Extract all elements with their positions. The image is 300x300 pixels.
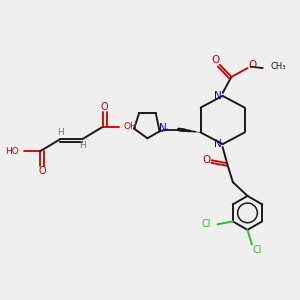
Text: H: H: [57, 128, 64, 137]
Text: CH₃: CH₃: [270, 62, 286, 71]
Text: N: N: [214, 139, 222, 149]
Text: O: O: [211, 55, 219, 65]
Text: N: N: [214, 91, 222, 101]
Text: O: O: [202, 155, 211, 165]
Text: N: N: [159, 123, 167, 133]
Text: Cl: Cl: [202, 219, 211, 229]
Text: O: O: [249, 60, 257, 70]
Text: OH: OH: [124, 122, 137, 131]
Text: O: O: [101, 102, 109, 112]
Text: O: O: [38, 167, 46, 176]
Text: H: H: [79, 141, 86, 150]
Text: HO: HO: [5, 147, 19, 156]
Text: Cl: Cl: [253, 245, 262, 255]
